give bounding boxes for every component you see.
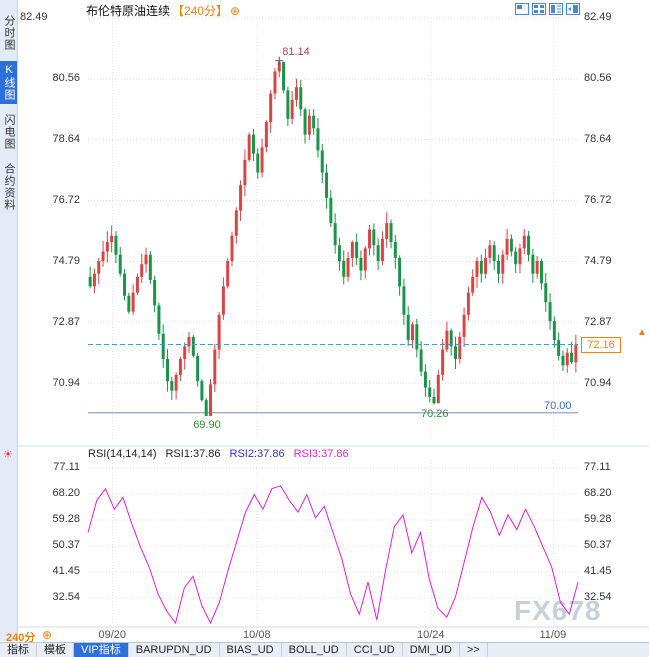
rsi-axis-label: 77.11 [584,461,611,473]
symbol-name: 布伦特原油连续 [86,4,171,18]
price-axis-label: 82.49 [584,11,612,23]
layout-grid-icon[interactable] [532,3,546,15]
indicator-settings-icon[interactable]: ☀ [3,449,13,461]
rsi-axis-label: 50.37 [52,539,80,551]
tab-bias-ud[interactable]: BIAS_UD [220,643,282,657]
price-axis-label: 70.94 [584,377,612,389]
chart-title: 布伦特原油连续 【240分】 ⊕ [86,2,240,19]
sidebar: 分时图 K线图 闪电图 合约资料 [0,0,18,641]
last-price-box: 72.16 [581,337,621,354]
rsi-axis-label: 59.28 [52,513,80,525]
high-price-label: 81.14 [282,45,310,58]
rsi-axis-label: 59.28 [584,513,612,525]
rsi3-value: RSI3:37.86 [293,448,349,460]
layout-tile-icon[interactable] [515,3,529,15]
price-axis-label: 80.56 [52,72,80,84]
tab-templates[interactable]: 模板 [37,643,74,657]
price-arrow-icon: ▲ [637,327,647,339]
rsi-axis-label: 68.20 [584,487,612,499]
period-badge: 【240分】 [172,4,229,18]
price-axis-label: 72.87 [52,316,80,328]
low-price-label: 69.90 [193,418,221,431]
x-axis-tick: 10/24 [417,629,445,641]
rsi-axis-label: 32.54 [52,591,80,603]
price-axis-label: 74.79 [584,255,612,267]
rsi-name: RSI(14,14,14) [88,448,157,460]
tab-dmi-ud[interactable]: DMI_UD [403,643,460,657]
price-axis-label: 78.64 [52,133,80,145]
rsi-header[interactable]: RSI(14,14,14) RSI1:37.86 RSI2:37.86 RSI3… [88,448,349,460]
tab-more[interactable]: >> [460,643,488,657]
x-axis-tick: 10/08 [243,629,271,641]
rsi2-value: RSI2:37.86 [229,448,285,460]
rsi-axis-label: 50.37 [584,539,612,551]
x-axis-tick: 11/09 [539,629,567,641]
period-selector[interactable]: 240分 [6,632,36,644]
rsi1-value: RSI1:37.86 [165,448,221,460]
rsi-axis-label: 41.45 [52,565,80,577]
price-axis-label: 80.56 [584,72,612,84]
price-axis-label: 78.64 [584,133,612,145]
x-axis-tick: 09/20 [98,629,127,641]
price-axis-label: 76.72 [52,194,80,206]
low-price-label: 70.26 [421,407,449,420]
rsi-axis-label: 41.45 [584,565,612,577]
layout-columns-icon[interactable] [549,3,563,15]
tab-barupdn-ud[interactable]: BARUPDN_UD [129,643,220,657]
sidebar-item-kline-chart[interactable]: K线图 [0,61,17,104]
price-axis-label: 74.79 [52,255,80,267]
sidebar-item-contract-info[interactable]: 合约资料 [3,163,15,211]
indicator-tab-bar: 指标 模板 VIP指标 BARUPDN_UD BIAS_UD BOLL_UD C… [0,642,649,657]
rsi-axis-label: 77.11 [53,461,80,473]
add-indicator-icon[interactable]: ⊕ [230,3,241,18]
support-level-label: 70.00 [544,399,572,412]
price-axis-label: 70.94 [52,377,80,389]
tab-boll-ud[interactable]: BOLL_UD [282,643,347,657]
add-period-icon[interactable]: ⊕ [42,628,53,642]
tab-vip-indicators[interactable]: VIP指标 [74,643,129,657]
sidebar-item-flash-chart[interactable]: 闪电图 [3,114,15,150]
price-axis-label: 76.72 [584,194,612,206]
price-axis-label: 82.49 [20,11,48,23]
rsi-axis-label: 68.20 [52,487,80,499]
tab-indicators[interactable]: 指标 [0,643,37,657]
price-axis-label: 72.87 [584,316,612,328]
rsi-axis-label: 32.54 [584,591,612,603]
tab-cci-ud[interactable]: CCI_UD [347,643,403,657]
watermark: FX678 [514,595,602,626]
sidebar-item-time-chart[interactable]: 分时图 [3,15,15,51]
layout-rows-icon[interactable] [566,3,580,15]
layout-toolbar [515,3,580,15]
